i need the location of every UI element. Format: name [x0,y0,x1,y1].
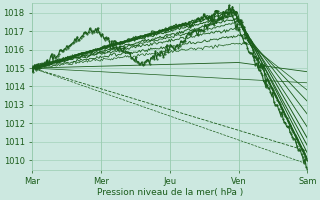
X-axis label: Pression niveau de la mer( hPa ): Pression niveau de la mer( hPa ) [97,188,243,197]
